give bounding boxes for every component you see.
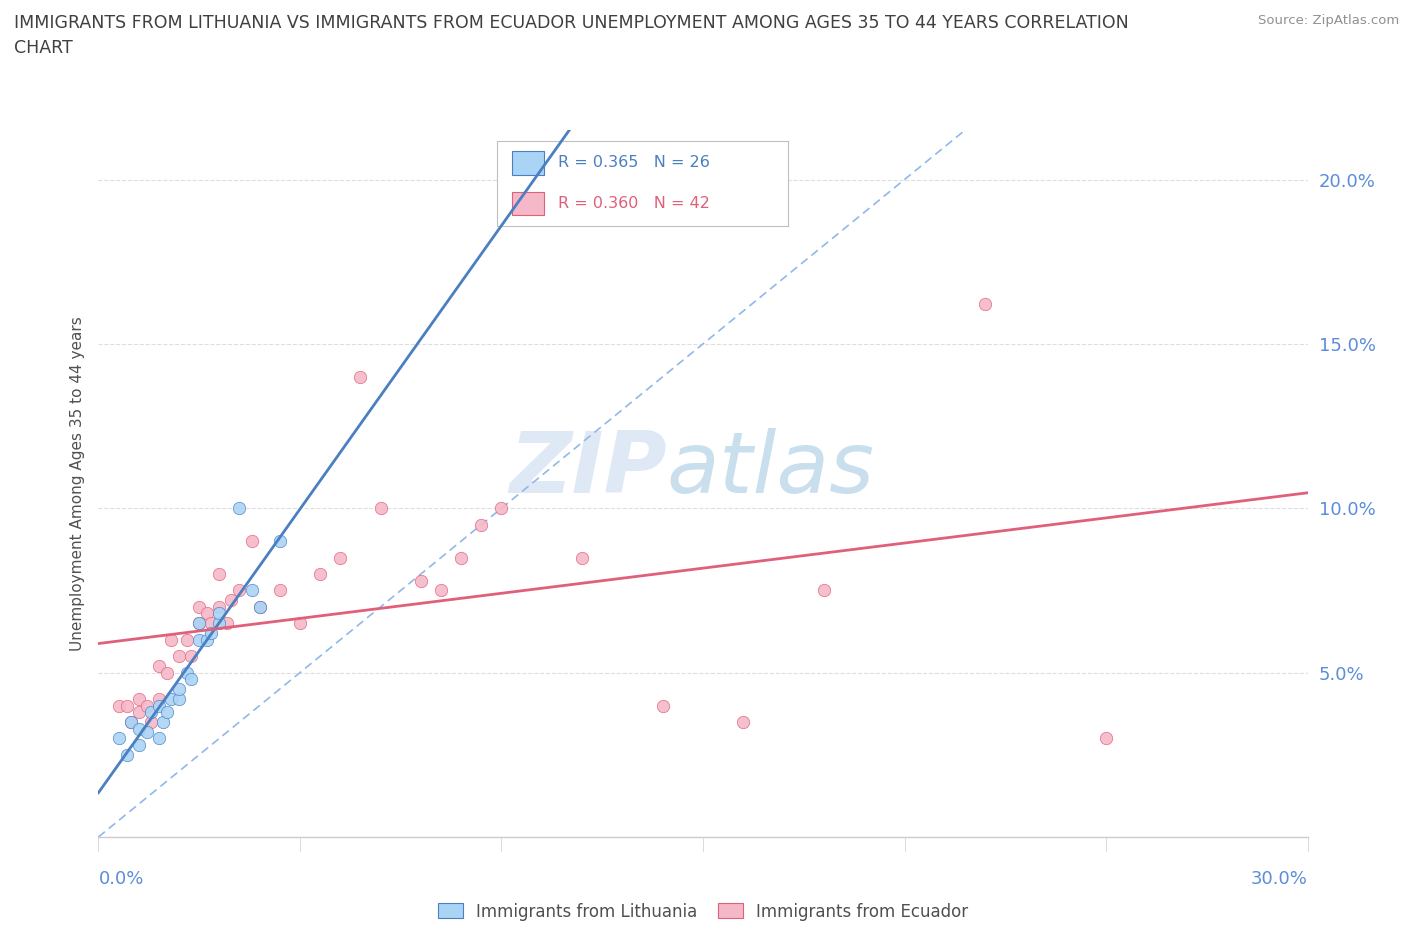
Y-axis label: Unemployment Among Ages 35 to 44 years: Unemployment Among Ages 35 to 44 years — [69, 316, 84, 651]
Point — [148, 692, 170, 707]
Point — [269, 583, 291, 598]
Point — [733, 714, 755, 729]
Point — [167, 692, 190, 707]
Point — [329, 551, 352, 565]
Text: 0.0%: 0.0% — [98, 870, 143, 887]
Point — [200, 626, 222, 641]
Text: atlas: atlas — [666, 428, 875, 511]
Point — [309, 566, 332, 581]
Point — [188, 616, 211, 631]
Point — [200, 616, 222, 631]
Point — [180, 671, 202, 686]
Point — [208, 566, 231, 581]
Point — [115, 698, 138, 713]
Point — [156, 665, 179, 680]
Point — [107, 731, 129, 746]
Point — [135, 698, 157, 713]
Point — [160, 692, 183, 707]
Point — [349, 369, 371, 384]
Point — [813, 583, 835, 598]
Point — [188, 632, 211, 647]
Point — [240, 534, 263, 549]
Point — [115, 748, 138, 763]
Text: 30.0%: 30.0% — [1251, 870, 1308, 887]
Point — [188, 616, 211, 631]
Point — [148, 731, 170, 746]
Point — [470, 517, 492, 532]
Point — [188, 600, 211, 615]
Point — [156, 705, 179, 720]
Point — [176, 665, 198, 680]
Point — [167, 682, 190, 697]
Point — [974, 297, 997, 312]
Point — [167, 649, 190, 664]
Point — [208, 616, 231, 631]
Point — [152, 714, 174, 729]
Point — [208, 600, 231, 615]
Point — [139, 714, 162, 729]
Point — [249, 600, 271, 615]
Point — [1095, 731, 1118, 746]
Point — [135, 724, 157, 739]
Point — [120, 714, 142, 729]
Point — [160, 632, 183, 647]
Point — [651, 698, 673, 713]
Point — [240, 583, 263, 598]
Point — [128, 692, 150, 707]
Point — [217, 616, 239, 631]
Text: ZIP: ZIP — [509, 428, 666, 511]
Point — [128, 737, 150, 752]
Point — [148, 698, 170, 713]
Point — [180, 649, 202, 664]
Point — [249, 600, 271, 615]
Point — [288, 616, 311, 631]
Text: IMMIGRANTS FROM LITHUANIA VS IMMIGRANTS FROM ECUADOR UNEMPLOYMENT AMONG AGES 35 : IMMIGRANTS FROM LITHUANIA VS IMMIGRANTS … — [14, 14, 1129, 32]
Point — [195, 632, 218, 647]
Point — [208, 606, 231, 621]
Point — [148, 658, 170, 673]
Point — [120, 714, 142, 729]
Point — [139, 705, 162, 720]
Point — [269, 534, 291, 549]
Point — [128, 721, 150, 736]
Point — [571, 551, 593, 565]
Point — [128, 705, 150, 720]
Text: Source: ZipAtlas.com: Source: ZipAtlas.com — [1258, 14, 1399, 27]
Point — [228, 583, 250, 598]
Point — [370, 501, 392, 516]
Point — [176, 632, 198, 647]
Point — [221, 592, 243, 607]
Point — [491, 501, 513, 516]
Point — [430, 583, 453, 598]
Point — [107, 698, 129, 713]
Point — [195, 606, 218, 621]
Text: CHART: CHART — [14, 39, 73, 57]
Point — [228, 501, 250, 516]
Point — [450, 551, 472, 565]
Point — [409, 573, 432, 588]
Legend: Immigrants from Lithuania, Immigrants from Ecuador: Immigrants from Lithuania, Immigrants fr… — [439, 902, 967, 921]
